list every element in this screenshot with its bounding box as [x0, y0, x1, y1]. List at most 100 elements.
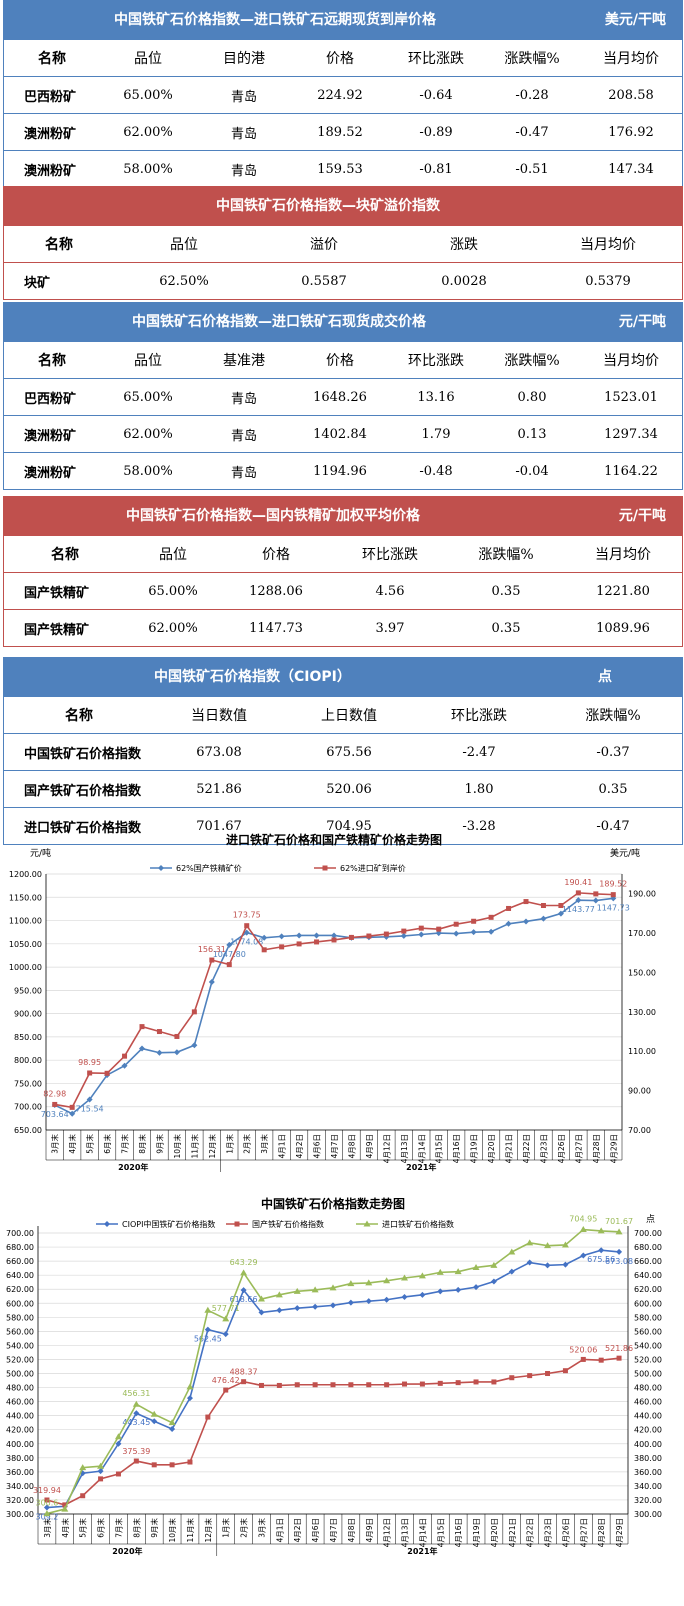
data-point: [279, 944, 285, 950]
data-point: [169, 1426, 176, 1433]
y2-tick-label: 420.00: [634, 1426, 662, 1435]
data-point: [296, 932, 303, 939]
data-point: [156, 1049, 163, 1056]
data-point: [473, 1284, 480, 1291]
table-row: 巴西粉矿 65.00% 青岛 1648.26 13.16 0.80 1523.01: [4, 378, 682, 415]
data-label: 704.95: [569, 1215, 597, 1224]
x-tick-label: 4月9日: [365, 1134, 374, 1159]
x-tick-label: 4月21日: [508, 1518, 517, 1547]
table-header-bar: 中国铁矿石价格指数—国内铁精矿加权平均价格 元/干吨: [4, 497, 682, 535]
data-point: [168, 1419, 176, 1426]
data-point: [505, 920, 512, 927]
column-header: 名称: [51, 547, 79, 563]
x-tick-label: 1月末: [224, 1134, 234, 1154]
data-point: [331, 932, 337, 939]
data-point: [490, 1278, 497, 1285]
data-point: [115, 1471, 121, 1477]
ciopi-trend-chart: 中国铁矿石价格指数走势图 300.00 320.00 340.00 360.00 380.…: [0, 1196, 684, 1604]
data-point: [43, 1504, 50, 1511]
x-tick-label: 5月末: [85, 1134, 95, 1154]
data-point: [121, 1062, 128, 1069]
x-tick-label: 4月6日: [313, 1134, 322, 1159]
data-point: [610, 895, 617, 902]
table-row: 澳洲粉矿 58.00% 青岛 1194.96 -0.48 -0.04 1164.22: [4, 452, 682, 489]
legend-entry: 62%国产铁精矿价: [176, 863, 242, 873]
data-point: [294, 1382, 300, 1388]
y2-tick-label: 620.00: [634, 1285, 662, 1294]
data-point: [173, 1049, 180, 1056]
data-label: 1047.80: [213, 950, 246, 959]
y-axis-label: 元/吨: [30, 847, 51, 859]
y-tick-label: 650.00: [14, 1126, 42, 1135]
column-header: 价格: [326, 353, 354, 369]
column-header: 溢价: [310, 237, 338, 253]
column-header: 当月均价: [603, 353, 659, 369]
table-cell: 62.50%: [159, 273, 209, 289]
row-name-cell: 进口铁矿石价格指数: [24, 820, 142, 836]
x-tick-label: 8月末: [131, 1518, 141, 1538]
table-title: 中国铁矿石价格指数—国内铁精矿加权平均价格: [126, 508, 420, 524]
data-label: 98.95: [78, 1058, 101, 1067]
data-label: 173.75: [233, 911, 261, 920]
x-tick-label: 4月8日: [347, 1518, 356, 1543]
data-label: 1147.73: [597, 903, 630, 912]
x-tick-label: 4月1日: [278, 1134, 287, 1159]
column-header: 基准港: [223, 353, 265, 369]
table-cell: -0.28: [515, 87, 549, 103]
table-cell: 青岛: [230, 428, 257, 444]
column-header: 环比涨跌: [362, 547, 418, 563]
data-point: [331, 937, 337, 943]
table-cell: 1523.01: [604, 389, 658, 405]
x-tick-label: 5月末: [78, 1518, 88, 1538]
table-cell: 0.80: [517, 389, 547, 405]
price-trend-svg: 进口铁矿石价格和国产铁精矿价格走势图 650.00 700.00 750.00 800.…: [9, 832, 656, 1172]
data-point: [87, 1070, 93, 1076]
data-point: [473, 1379, 479, 1385]
data-point: [186, 1383, 194, 1390]
data-point: [580, 1252, 587, 1259]
data-label: 189.52: [599, 880, 627, 889]
data-point: [562, 1261, 569, 1268]
y-tick-label: 380.00: [6, 1454, 34, 1463]
x-tick-label: 4月13日: [401, 1518, 410, 1547]
x-tick-label: 4月20日: [487, 1134, 496, 1163]
x-tick-label: 4月26日: [557, 1134, 566, 1163]
table-cell: -0.51: [515, 161, 549, 177]
x-tick-label: 4月末: [60, 1518, 70, 1538]
chart-title: 进口铁矿石价格和国产铁精矿价格走势图: [226, 832, 442, 847]
table-cell: 65.00%: [148, 583, 198, 599]
data-point: [540, 915, 547, 922]
data-point: [205, 1414, 211, 1420]
y-tick-label: 1150.00: [9, 893, 42, 902]
table-title: 中国铁矿石价格指数—进口铁矿石远期现货到岸价格: [114, 12, 436, 28]
data-label: 190.41: [564, 878, 592, 887]
table-cell: 62.00%: [148, 620, 198, 636]
series-line-2: [46, 1228, 620, 1515]
x-tick-label: 4月27日: [579, 1518, 588, 1547]
data-point: [419, 1381, 425, 1387]
table-cell: 704.95: [326, 818, 372, 834]
table-cell: 1.79: [421, 426, 451, 442]
table-cell: 62.00%: [123, 426, 173, 442]
data-point: [151, 1462, 157, 1468]
table-row: 国产铁矿石价格指数 521.86 520.06 1.80 0.35: [4, 770, 682, 807]
data-point: [115, 1440, 122, 1447]
legend-marker: [363, 1220, 371, 1227]
x-tick-label: 10月末: [172, 1134, 182, 1159]
y-tick-label: 1200.00: [9, 870, 42, 879]
data-point: [418, 925, 424, 931]
data-label: 618.66: [230, 1295, 258, 1304]
x-tick-label: 4月9日: [365, 1518, 374, 1543]
data-point: [243, 929, 250, 936]
row-name-cell: 巴西粉矿: [24, 89, 77, 105]
column-header: 涨跌: [450, 237, 478, 253]
y2-tick-label: 150.00: [628, 968, 656, 977]
data-label: 701.67: [605, 1217, 633, 1226]
data-label: 443.45: [122, 1418, 150, 1427]
y-tick-label: 660.00: [6, 1257, 34, 1266]
table-cell: 521.86: [196, 781, 242, 797]
data-point: [366, 933, 372, 939]
y-tick-label: 500.00: [6, 1370, 34, 1379]
data-point: [365, 1279, 373, 1286]
data-point: [540, 903, 546, 909]
